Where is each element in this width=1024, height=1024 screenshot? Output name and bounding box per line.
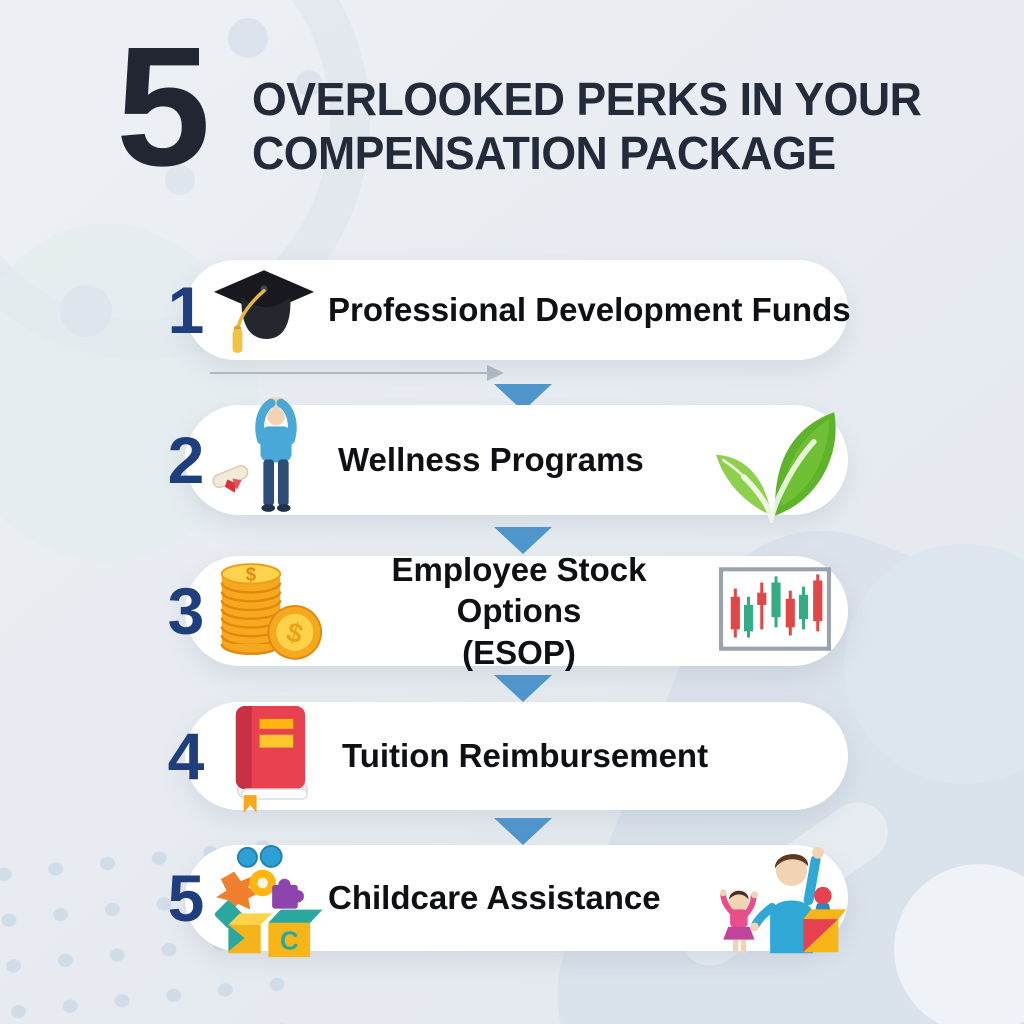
perk-row-4: 4 Tuition Reimbursement	[160, 702, 880, 813]
perk-label-line2: (ESOP)	[462, 633, 576, 671]
perk-number: 5	[167, 861, 205, 935]
perk-number: 2	[167, 423, 205, 497]
dollar-glyph: $	[246, 564, 257, 585]
down-arrow-connector	[494, 818, 552, 845]
graduation-cap-icon	[213, 270, 315, 353]
perk-card	[185, 260, 848, 360]
perk-row-1: 1 Professional Development Funds	[160, 260, 880, 360]
toy-blocks-icon: C	[214, 845, 323, 958]
book-icon	[235, 706, 308, 813]
perk-label: Tuition Reimbursement	[342, 737, 709, 774]
header-big-number: 5	[116, 12, 211, 202]
page-title: OVERLOOKED PERKS IN YOUR COMPENSATION PA…	[252, 72, 950, 181]
down-arrow-connector	[494, 527, 552, 554]
stretching-person-icon	[255, 397, 297, 512]
family-icon	[719, 846, 847, 954]
background-dot	[60, 285, 112, 337]
candlestick-chart-icon	[719, 567, 831, 651]
coin-stack-icon: $ $	[220, 563, 323, 660]
background-circle-decoration	[894, 864, 1024, 1024]
perk-row-3: 3 $ $ Employee Stock Options (ESOP)	[160, 551, 880, 671]
background-dot	[228, 18, 268, 58]
perk-number: 4	[167, 719, 205, 793]
perk-label: Wellness Programs	[338, 441, 644, 478]
perk-label: Childcare Assistance	[328, 879, 661, 916]
page-title-line2: COMPENSATION PACKAGE	[252, 127, 836, 180]
down-arrow-connector	[494, 675, 552, 702]
right-arrow-connector	[210, 365, 504, 381]
perk-label: Professional Development Funds	[328, 291, 851, 328]
perk-row-2: 2 Wellness Programs	[160, 397, 880, 523]
perk-label: Employee Stock Options (ESOP)	[330, 549, 708, 673]
perk-label-line1: Employee Stock Options	[391, 551, 647, 630]
perk-row-5: 5 C Childcare Assistance	[160, 845, 880, 958]
perk-number: 1	[167, 273, 205, 347]
diploma-icon	[212, 465, 249, 493]
perk-number: 3	[167, 574, 205, 648]
page-title-line1: OVERLOOKED PERKS IN YOUR	[252, 73, 922, 125]
block-letter-glyph: C	[280, 928, 299, 956]
leaf-icon	[716, 412, 836, 523]
